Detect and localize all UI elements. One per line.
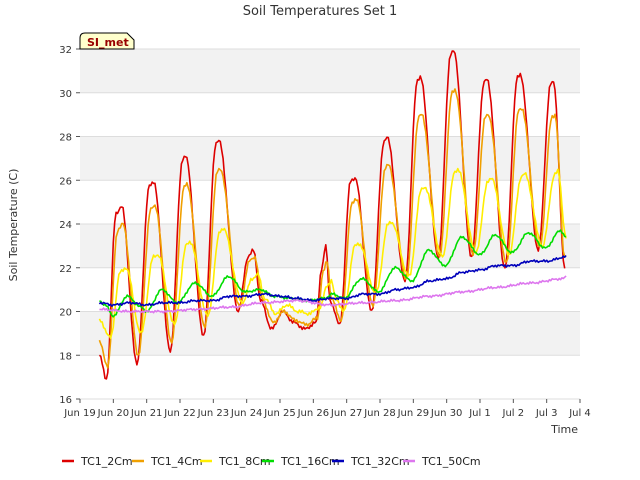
y-tick-label: 20 — [59, 308, 72, 319]
series-lines — [98, 50, 567, 380]
station-label: SI_met — [87, 36, 129, 49]
x-tick-label: Jul 3 — [535, 408, 558, 419]
background-band — [80, 136, 580, 181]
background-band — [80, 49, 580, 93]
legend-label: TC1_8Cm — [218, 455, 271, 468]
y-tick-label: 24 — [59, 220, 72, 231]
station-label-box: SI_met — [79, 32, 135, 50]
x-tick-label: Jun 21 — [130, 408, 163, 419]
x-axis-ticks: Jun 19 Jun 20 Jun 21 Jun 22 Jun 23 Jun 24 Jun … — [63, 399, 591, 419]
y-tick-label: 32 — [59, 45, 72, 56]
legend: TC1_2Cm TC1_4Cm TC1_8Cm TC1_16Cm TC1_32Cm TC1… — [62, 455, 481, 468]
legend-label: TC1_16Cm — [280, 455, 340, 468]
background-band — [80, 355, 580, 399]
y-tick-label: 22 — [59, 264, 72, 275]
legend-label: TC1_2Cm — [80, 455, 133, 468]
background-bands — [80, 49, 580, 399]
x-tick-label: Jun 25 — [263, 408, 296, 419]
series-line-TC1_50Cm — [99, 275, 567, 314]
background-band — [80, 92, 580, 137]
x-tick-label: Jul 2 — [502, 408, 525, 419]
x-axis-label: Time — [550, 423, 578, 436]
y-tick-label: 28 — [59, 133, 72, 144]
x-tick-label: Jun 29 — [397, 408, 430, 419]
x-tick-label: Jun 23 — [197, 408, 230, 419]
x-tick-label: Jun 19 — [63, 408, 96, 419]
legend-label: TC1_50Cm — [421, 455, 481, 468]
y-tick-label: 26 — [59, 176, 72, 187]
series-line-TC1_8Cm — [98, 167, 567, 339]
x-tick-label: Jun 20 — [97, 408, 130, 419]
x-tick-label: Jul 4 — [568, 408, 591, 419]
x-tick-label: Jun 28 — [363, 408, 396, 419]
background-band — [80, 224, 580, 268]
x-tick-label: Jun 26 — [297, 408, 330, 419]
y-axis-label: Soil Temperature (C) — [7, 169, 20, 282]
x-tick-label: Jun 30 — [430, 408, 463, 419]
x-tick-label: Jun 22 — [163, 408, 196, 419]
x-tick-label: Jun 24 — [230, 408, 263, 419]
y-tick-label: 16 — [59, 395, 72, 406]
y-axis-ticks: 16 18 20 22 24 26 28 30 32 — [59, 45, 80, 406]
y-tick-label: 30 — [59, 89, 72, 100]
station-label-frame — [79, 32, 135, 50]
legend-label: TC1_32Cm — [350, 455, 410, 468]
background-band — [80, 311, 580, 356]
x-tick-label: Jun 27 — [330, 408, 363, 419]
chart-title: Soil Temperatures Set 1 — [243, 4, 398, 19]
series-line-TC1_32Cm — [98, 254, 567, 307]
y-tick-label: 18 — [59, 351, 72, 362]
legend-label: TC1_4Cm — [150, 455, 203, 468]
x-tick-label: Jul 1 — [468, 408, 491, 419]
